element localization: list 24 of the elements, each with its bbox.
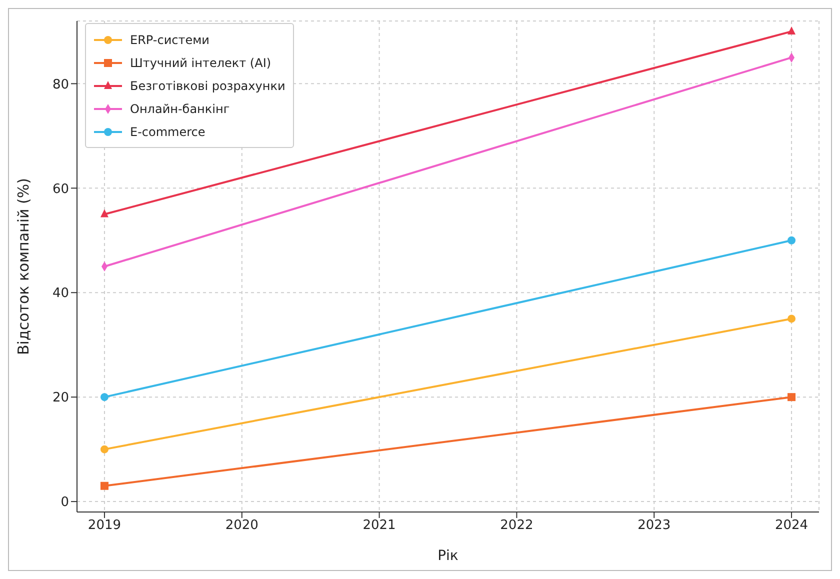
legend-label: Штучний інтелект (AI) xyxy=(130,56,272,70)
point xyxy=(100,445,108,454)
y-axis-title: Відсоток компаній (%) xyxy=(14,178,32,355)
point xyxy=(788,393,796,402)
legend-label: E-commerce xyxy=(130,124,206,138)
x-tick-label: 2023 xyxy=(638,518,671,534)
point xyxy=(100,482,108,490)
legend-label: Безготівкові розрахунки xyxy=(130,78,286,92)
x-tick-label: 2024 xyxy=(774,518,808,534)
x-tick-label: 2022 xyxy=(500,518,534,534)
x-axis-title: Рік xyxy=(438,548,458,564)
point xyxy=(788,314,796,323)
x-tick-label: 2020 xyxy=(225,518,258,534)
y-tick-label: 40 xyxy=(52,286,69,302)
y-tick-label: 20 xyxy=(52,390,69,406)
y-tick-label: 0 xyxy=(60,495,69,510)
x-tick-label: 2019 xyxy=(88,518,122,534)
y-tick-label: 60 xyxy=(52,182,69,197)
x-tick-label: 2021 xyxy=(362,518,396,534)
y-tick-label: 80 xyxy=(52,77,69,92)
legend-label: ERP-системи xyxy=(130,32,210,46)
legend-label: Онлайн-банкінг xyxy=(130,102,230,116)
point xyxy=(788,236,796,244)
point xyxy=(100,393,108,402)
